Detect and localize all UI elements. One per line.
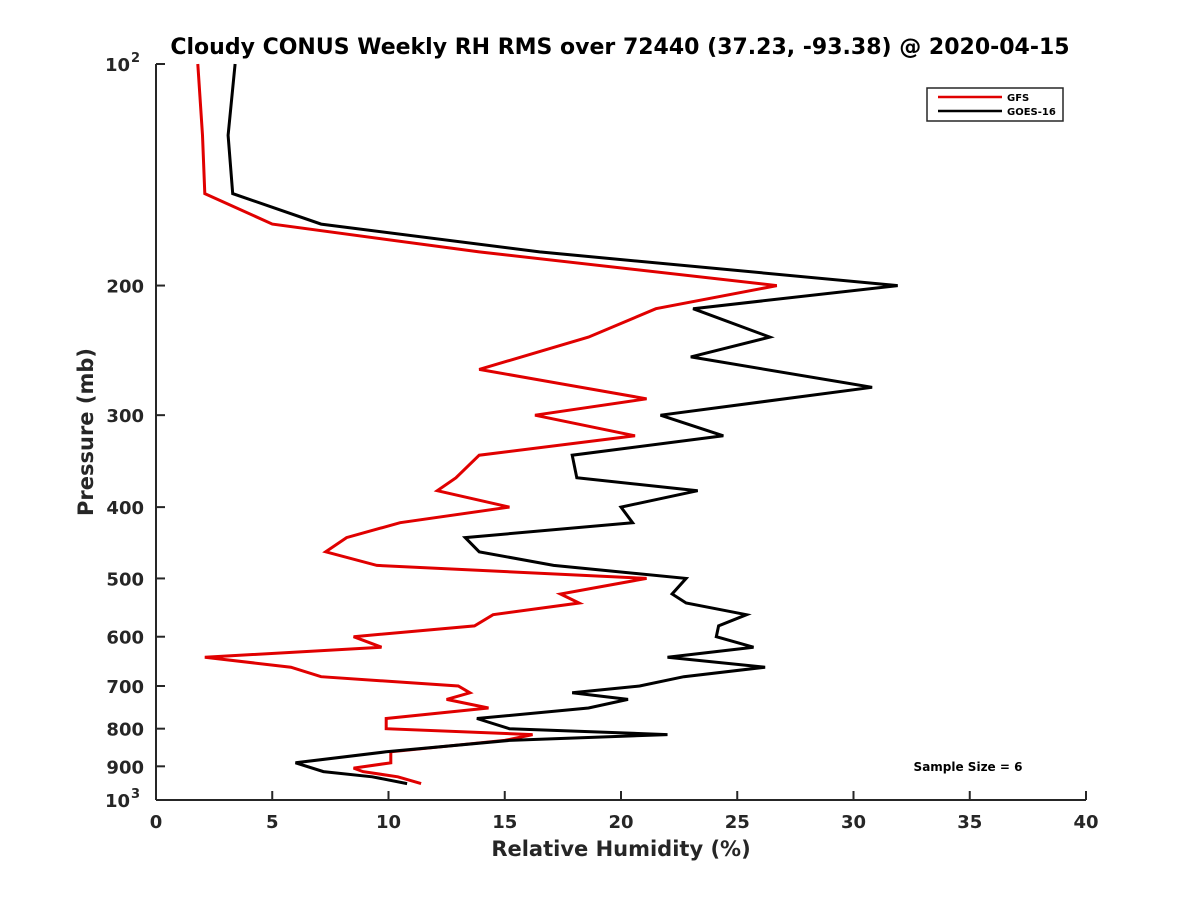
x-tick-label: 0 bbox=[150, 812, 163, 833]
y-tick-label: 10 bbox=[105, 55, 130, 76]
x-axis-ticks: 0 5 10 15 20 25 30 35 40 bbox=[150, 791, 1099, 833]
y-tick-label: 700 bbox=[106, 677, 144, 698]
x-axis-label: Relative Humidity (%) bbox=[491, 837, 750, 861]
x-tick-label: 35 bbox=[957, 812, 982, 833]
series-line-gfs bbox=[196, 63, 778, 786]
y-tick-label: 200 bbox=[106, 277, 144, 298]
y-tick-exponent: 3 bbox=[131, 787, 140, 802]
x-tick-label: 10 bbox=[376, 812, 401, 833]
y-tick-label: 400 bbox=[106, 498, 144, 519]
legend-label-gfs: GFS bbox=[1007, 93, 1029, 104]
legend-label-goes16: GOES-16 bbox=[1007, 107, 1056, 118]
y-tick-label: 500 bbox=[106, 569, 144, 590]
plot-area: 0 5 10 15 20 25 30 35 40 10 220030040050060070080… bbox=[105, 51, 1099, 833]
x-tick-label: 5 bbox=[266, 812, 279, 833]
legend-box bbox=[926, 87, 1064, 122]
series-layer bbox=[196, 63, 898, 786]
sample-size-annotation: Sample Size = 6 bbox=[914, 760, 1023, 774]
y-tick-exponent: 2 bbox=[131, 51, 140, 66]
x-tick-label: 25 bbox=[725, 812, 750, 833]
y-tick-label: 10 bbox=[105, 791, 130, 812]
x-tick-label: 30 bbox=[841, 812, 866, 833]
y-axis-label: Pressure (mb) bbox=[74, 348, 98, 516]
x-tick-label: 15 bbox=[492, 812, 517, 833]
y-tick-label: 600 bbox=[106, 628, 144, 649]
y-tick-label: 900 bbox=[106, 757, 144, 778]
series-line-goes16 bbox=[226, 63, 898, 786]
chart-title: Cloudy CONUS Weekly RH RMS over 72440 (3… bbox=[170, 35, 1069, 60]
y-tick-label: 800 bbox=[106, 720, 144, 741]
y-tick-label: 300 bbox=[106, 406, 144, 427]
x-tick-label: 20 bbox=[608, 812, 633, 833]
x-tick-label: 40 bbox=[1073, 812, 1098, 833]
legend: GFS GOES-16 bbox=[926, 87, 1064, 122]
